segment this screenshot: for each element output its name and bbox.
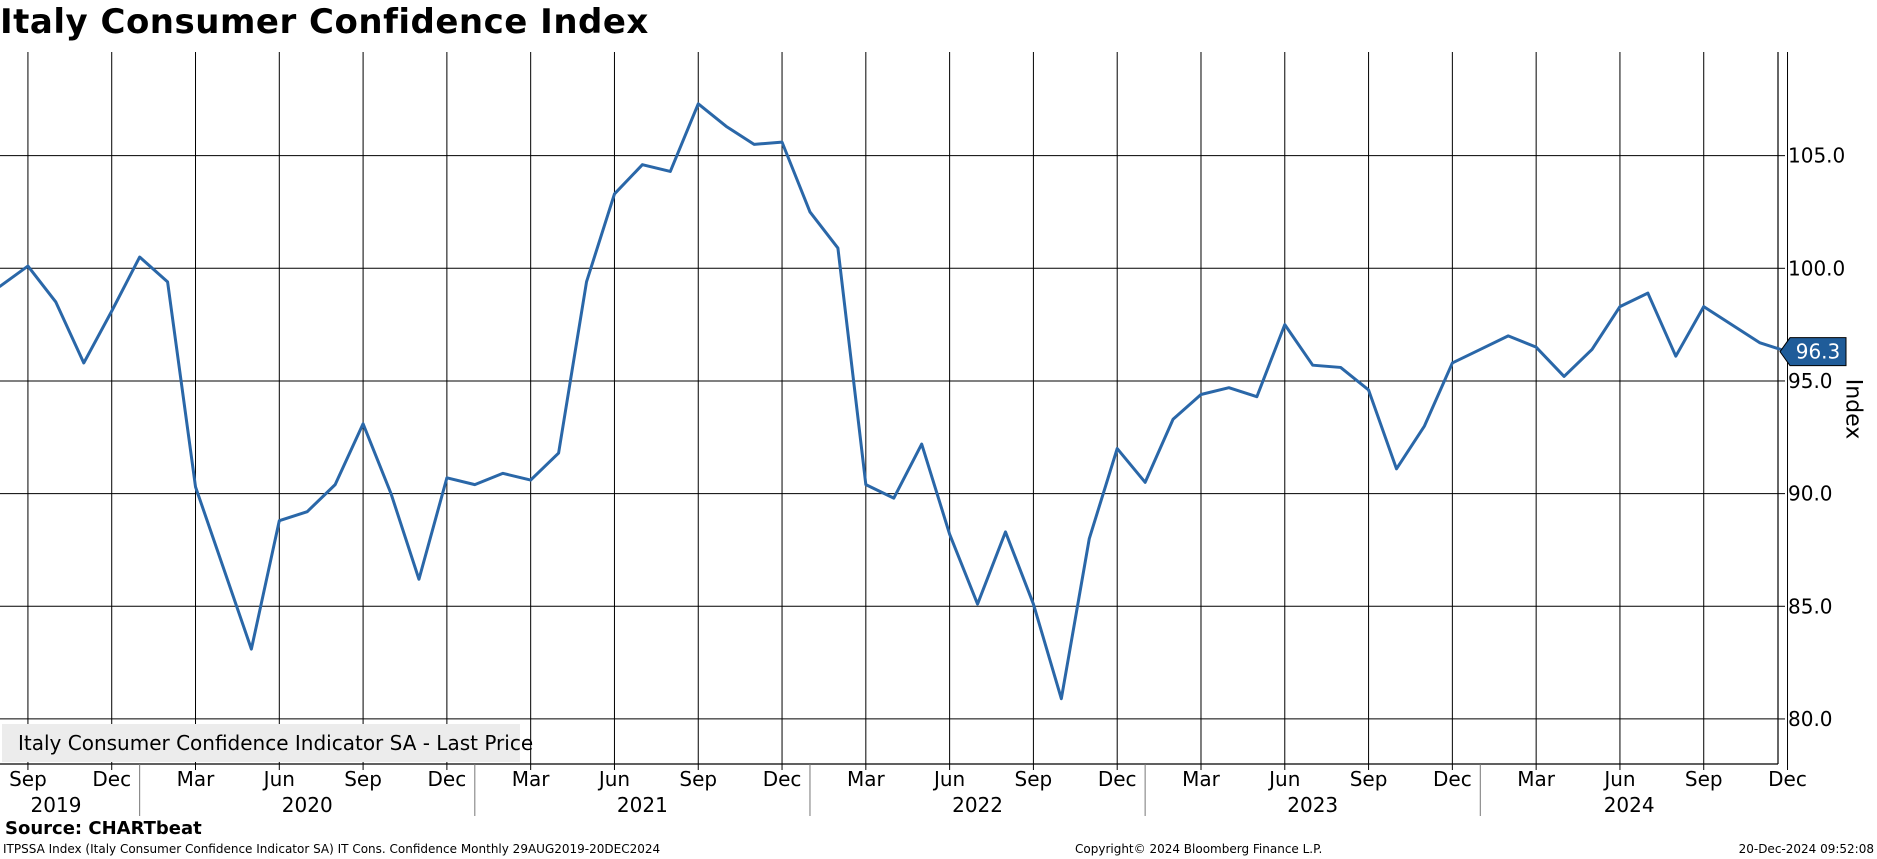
x-year-label: 2023 [1287,793,1338,817]
x-year-label: 2020 [282,793,333,817]
x-tick-label: Dec [428,767,467,791]
x-axis-ticks: Sep Dec Mar Jun Sep Dec Mar Jun Sep Dec Mar Jun Sep D… [9,764,1807,791]
footer-ticker-info: ITPSSA Index (Italy Consumer Confidence … [3,842,661,856]
x-tick-label: Jun [1267,767,1300,791]
x-tick-label: Jun [262,767,295,791]
x-tick-label: Jun [1602,767,1635,791]
series-points [0,103,1788,699]
y-tick-label: 85.0 [1788,594,1833,618]
x-tick-label: Dec [1098,767,1137,791]
y-axis-label: Index [1841,379,1866,440]
y-axis-ticks: 80.0 85.0 90.0 95.0 100.0 105.0 [1778,144,1845,731]
legend-label: Italy Consumer Confidence Indicator SA -… [18,731,534,755]
series-line-consumer-confidence [0,102,1790,701]
vertical-gridlines [27,52,1789,764]
x-year-label: 2024 [1604,793,1655,817]
x-axis-year-labels: 2019 2020 2021 2022 2023 2024 [31,764,1655,817]
horizontal-gridlines [0,155,1778,720]
x-tick-label: Mar [177,767,216,791]
x-tick-label: Dec [1768,767,1807,791]
x-year-label: 2021 [617,793,668,817]
x-tick-label: Jun [597,767,630,791]
x-tick-label: Sep [1015,767,1053,791]
footer-copyright: Copyright© 2024 Bloomberg Finance L.P. [1075,842,1323,856]
last-value-label: 96.3 [1796,340,1841,364]
x-tick-label: Dec [1433,767,1472,791]
x-tick-label: Mar [512,767,551,791]
x-tick-label: Sep [1350,767,1388,791]
y-tick-label: 105.0 [1788,144,1845,168]
source-note: Source: CHARTbeat [5,818,202,839]
x-tick-label: Mar [847,767,886,791]
y-tick-label: 90.0 [1788,482,1833,506]
x-year-label: 2022 [952,793,1003,817]
legend: Italy Consumer Confidence Indicator SA -… [2,724,533,762]
last-value-tag: 96.3 [1779,337,1847,367]
x-tick-label: Dec [92,767,131,791]
chart-title: Italy Consumer Confidence Index [0,2,649,42]
x-tick-label: Sep [9,767,47,791]
x-tick-label: Sep [1685,767,1723,791]
x-year-label: 2019 [31,793,82,817]
x-tick-label: Dec [763,767,802,791]
footer-timestamp: 20-Dec-2024 09:52:08 [1738,842,1874,856]
y-tick-label: 95.0 [1788,369,1833,393]
x-tick-label: Mar [1517,767,1556,791]
last-value-tag-shape [1779,337,1847,367]
x-tick-label: Sep [679,767,717,791]
x-tick-label: Mar [1182,767,1221,791]
y-tick-label: 100.0 [1788,256,1845,280]
x-tick-label: Jun [932,767,965,791]
x-tick-label: Sep [344,767,382,791]
y-tick-label: 80.0 [1788,707,1833,731]
